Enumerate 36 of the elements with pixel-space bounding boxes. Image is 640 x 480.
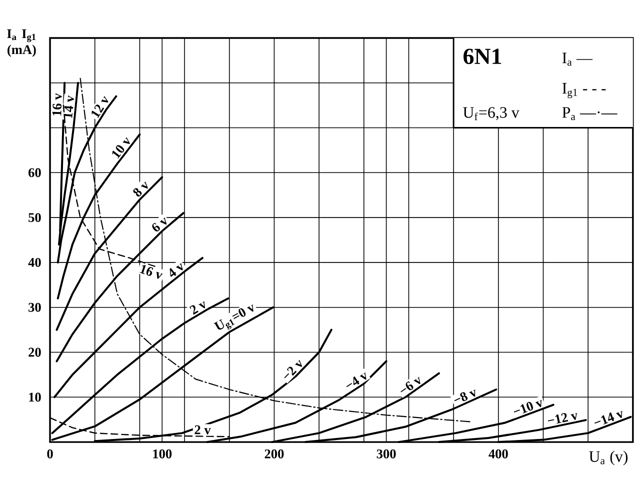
text: −4 v bbox=[346, 372, 366, 388]
y-tick-label: 20 bbox=[28, 348, 41, 357]
y-tick-label: 10 bbox=[29, 392, 41, 402]
text: 10 v bbox=[112, 137, 130, 159]
text: −10 v bbox=[514, 400, 542, 414]
y-tick-label: 30 bbox=[28, 302, 41, 312]
text: 8 v bbox=[133, 182, 148, 196]
text: −12 v bbox=[548, 413, 578, 424]
text: U$_{g1}$=0 v bbox=[214, 304, 254, 330]
y-tick-label: 40 bbox=[28, 258, 41, 267]
text: 12 v bbox=[92, 96, 108, 118]
annotation: P$_{a}$ —·— bbox=[562, 107, 618, 120]
annotation: I$_{g1}$ - - - bbox=[562, 83, 606, 98]
text: −2 v bbox=[284, 360, 302, 378]
text: 16 v bbox=[140, 265, 163, 279]
chart-title: 6N1 bbox=[464, 48, 502, 64]
text: 2 v bbox=[190, 301, 206, 315]
annotation: U$_{f}$=6,3 v bbox=[463, 107, 520, 120]
x-tick-label: 300 bbox=[376, 449, 396, 458]
y-axis-title: I$_{a}$ I$_{g1}$ (mA) bbox=[7, 29, 36, 57]
x-tick-label: 100 bbox=[153, 449, 172, 458]
text: 6 v bbox=[152, 217, 167, 232]
y-tick-label: 60 bbox=[28, 168, 41, 178]
x-tick-label: 0 bbox=[47, 449, 53, 458]
text: 14 v bbox=[64, 95, 74, 118]
annotation: I$_{a}$ — bbox=[562, 52, 593, 66]
text: 4 v bbox=[170, 263, 183, 277]
y-tick-label: 50 bbox=[28, 213, 41, 222]
text: 16 v bbox=[52, 93, 62, 116]
series-label: 2 v bbox=[194, 425, 211, 434]
text: −6 v bbox=[400, 376, 420, 392]
text: −8 v bbox=[454, 390, 476, 402]
x-tick-label: 400 bbox=[488, 449, 508, 458]
x-tick-label: 200 bbox=[264, 449, 284, 458]
x-axis-title: U$_{a}$ (v) bbox=[589, 450, 628, 466]
text: −14 v bbox=[594, 410, 622, 424]
